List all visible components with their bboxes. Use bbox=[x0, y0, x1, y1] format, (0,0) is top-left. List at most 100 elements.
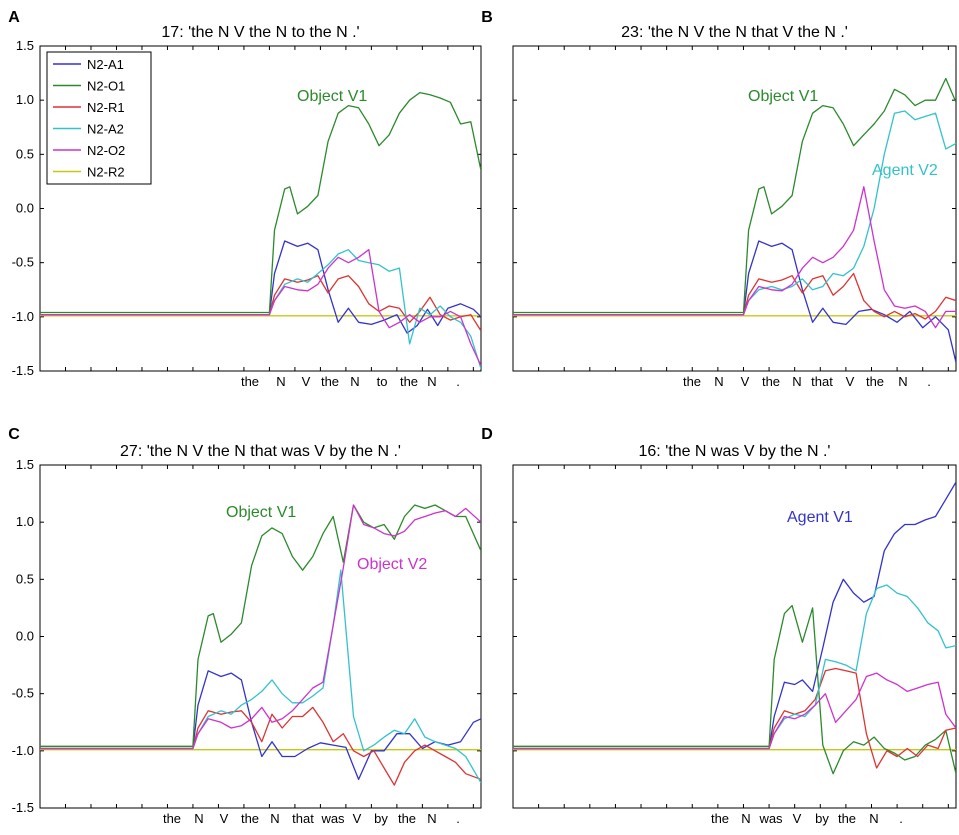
x-word-label: was bbox=[320, 811, 345, 826]
y-tick-label: -1.0 bbox=[12, 309, 34, 324]
legend-label: N2-A2 bbox=[87, 122, 124, 137]
x-word-label: N bbox=[741, 811, 750, 826]
series-line-n2-o1 bbox=[513, 77, 956, 314]
y-tick-label: 1.5 bbox=[16, 38, 34, 53]
x-word-label: the bbox=[711, 811, 729, 826]
x-word-label: . bbox=[456, 811, 460, 826]
series-line-n2-r1 bbox=[40, 275, 481, 332]
series-line-n2-a1 bbox=[513, 240, 956, 363]
legend-box bbox=[46, 51, 152, 185]
x-word-label: the bbox=[683, 374, 701, 389]
series-line-n2-o2 bbox=[513, 672, 956, 750]
x-word-label: N bbox=[898, 374, 907, 389]
y-tick-label: 1.0 bbox=[16, 92, 34, 107]
chart-title: 17: 'the N V the N to the N .' bbox=[161, 24, 359, 41]
y-tick-label: 0.5 bbox=[16, 146, 34, 161]
panel-label: B bbox=[481, 9, 493, 26]
x-word-label: the bbox=[398, 811, 416, 826]
x-word-label: . bbox=[927, 374, 931, 389]
series-annotation: Object V1 bbox=[226, 504, 296, 521]
series-annotation: Agent V1 bbox=[787, 509, 853, 526]
x-word-label: V bbox=[793, 811, 802, 826]
x-word-label: by bbox=[374, 811, 388, 826]
chart-title: 16: 'the N was V by the N .' bbox=[639, 443, 831, 460]
chart-panel-b: B 23: 'the N V the N that V the N .' the N V… bbox=[481, 9, 957, 389]
series-line-n2-o1 bbox=[513, 604, 956, 775]
legend-label: N2-R1 bbox=[87, 100, 125, 115]
chart-title: 23: 'the N V the N that V the N .' bbox=[621, 24, 848, 41]
legend: N2-A1 N2-O1 N2-R1 N2-A2 N2-O2 N2-R2 bbox=[46, 51, 152, 185]
x-word-label: N bbox=[270, 811, 279, 826]
y-tick-label: -1.5 bbox=[12, 800, 34, 815]
x-word-label: that bbox=[811, 374, 833, 389]
y-tick-label: 0.5 bbox=[16, 571, 34, 586]
x-word-label: V bbox=[302, 374, 311, 389]
x-word-label: V bbox=[220, 811, 229, 826]
x-word-label: N bbox=[714, 374, 723, 389]
series-line-n2-o1 bbox=[40, 91, 481, 314]
legend-label: N2-O2 bbox=[87, 143, 125, 158]
x-word-label: N bbox=[350, 374, 359, 389]
legend-label: N2-A1 bbox=[87, 57, 124, 72]
y-tick-label: 1.0 bbox=[16, 514, 34, 529]
plot-frame bbox=[512, 45, 957, 372]
chart-panel-c: C 27: 'the N V the N that was V by the N … bbox=[8, 426, 482, 826]
x-word-label: N bbox=[869, 811, 878, 826]
x-word-label: V bbox=[741, 374, 750, 389]
series-line-n2-a1 bbox=[513, 481, 956, 750]
series-line-n2-o2 bbox=[40, 504, 481, 750]
series-line-n2-a2 bbox=[40, 249, 481, 369]
legend-label: N2-R2 bbox=[87, 165, 125, 180]
y-tick-label: 0.0 bbox=[16, 629, 34, 644]
legend-label: N2-O1 bbox=[87, 79, 125, 94]
x-word-label: N bbox=[427, 374, 436, 389]
x-word-label: the bbox=[762, 374, 780, 389]
y-tick-label: 1.5 bbox=[16, 457, 34, 472]
x-word-label: . bbox=[899, 811, 903, 826]
series-line-n2-a2 bbox=[513, 584, 956, 750]
x-word-label: V bbox=[353, 811, 362, 826]
x-word-label: the bbox=[241, 374, 259, 389]
series-line-n2-r1 bbox=[513, 667, 956, 769]
y-tick-label: -0.5 bbox=[12, 255, 34, 270]
series-annotation: Agent V2 bbox=[872, 162, 938, 179]
x-word-label: to bbox=[377, 374, 388, 389]
x-word-label: by bbox=[815, 811, 829, 826]
x-word-label: V bbox=[846, 374, 855, 389]
x-word-label: . bbox=[456, 374, 460, 389]
series-annotation: Object V1 bbox=[748, 88, 818, 105]
y-tick-label: -0.5 bbox=[12, 686, 34, 701]
y-tick-label: -1.0 bbox=[12, 743, 34, 758]
series-line-n2-o1 bbox=[40, 504, 481, 747]
panel-label: D bbox=[481, 426, 493, 443]
chart-title: 27: 'the N V the N that was V by the N .… bbox=[120, 443, 401, 460]
x-word-label: N bbox=[276, 374, 285, 389]
series-line-n2-r1 bbox=[513, 272, 956, 320]
y-tick-label: -1.5 bbox=[12, 363, 34, 378]
plot-frame bbox=[512, 464, 957, 809]
x-word-label: the bbox=[838, 811, 856, 826]
x-word-label: the bbox=[321, 374, 339, 389]
chart-panel-a: A 17: 'the N V the N to the N .' 1.5 1.0 0.5… bbox=[8, 9, 482, 389]
series-line-n2-a1 bbox=[40, 670, 481, 781]
series-annotation: Object V1 bbox=[297, 88, 367, 105]
panel-label: C bbox=[8, 426, 20, 443]
x-word-label: N bbox=[427, 811, 436, 826]
x-word-label: that bbox=[292, 811, 314, 826]
series-line-n2-r1 bbox=[40, 706, 481, 786]
x-word-label: the bbox=[241, 811, 259, 826]
x-word-label: the bbox=[866, 374, 884, 389]
series-line-n2-a2 bbox=[513, 110, 956, 316]
x-word-label: was bbox=[758, 811, 783, 826]
panel-label: A bbox=[8, 9, 20, 26]
series-line-n2-o2 bbox=[40, 249, 481, 366]
x-word-label: the bbox=[163, 811, 181, 826]
series-annotation: Object V2 bbox=[357, 556, 427, 573]
x-word-label: the bbox=[400, 374, 418, 389]
x-word-label: N bbox=[792, 374, 801, 389]
series-line-n2-a1 bbox=[40, 240, 481, 334]
series-line-n2-o2 bbox=[513, 186, 956, 329]
x-word-label: N bbox=[194, 811, 203, 826]
